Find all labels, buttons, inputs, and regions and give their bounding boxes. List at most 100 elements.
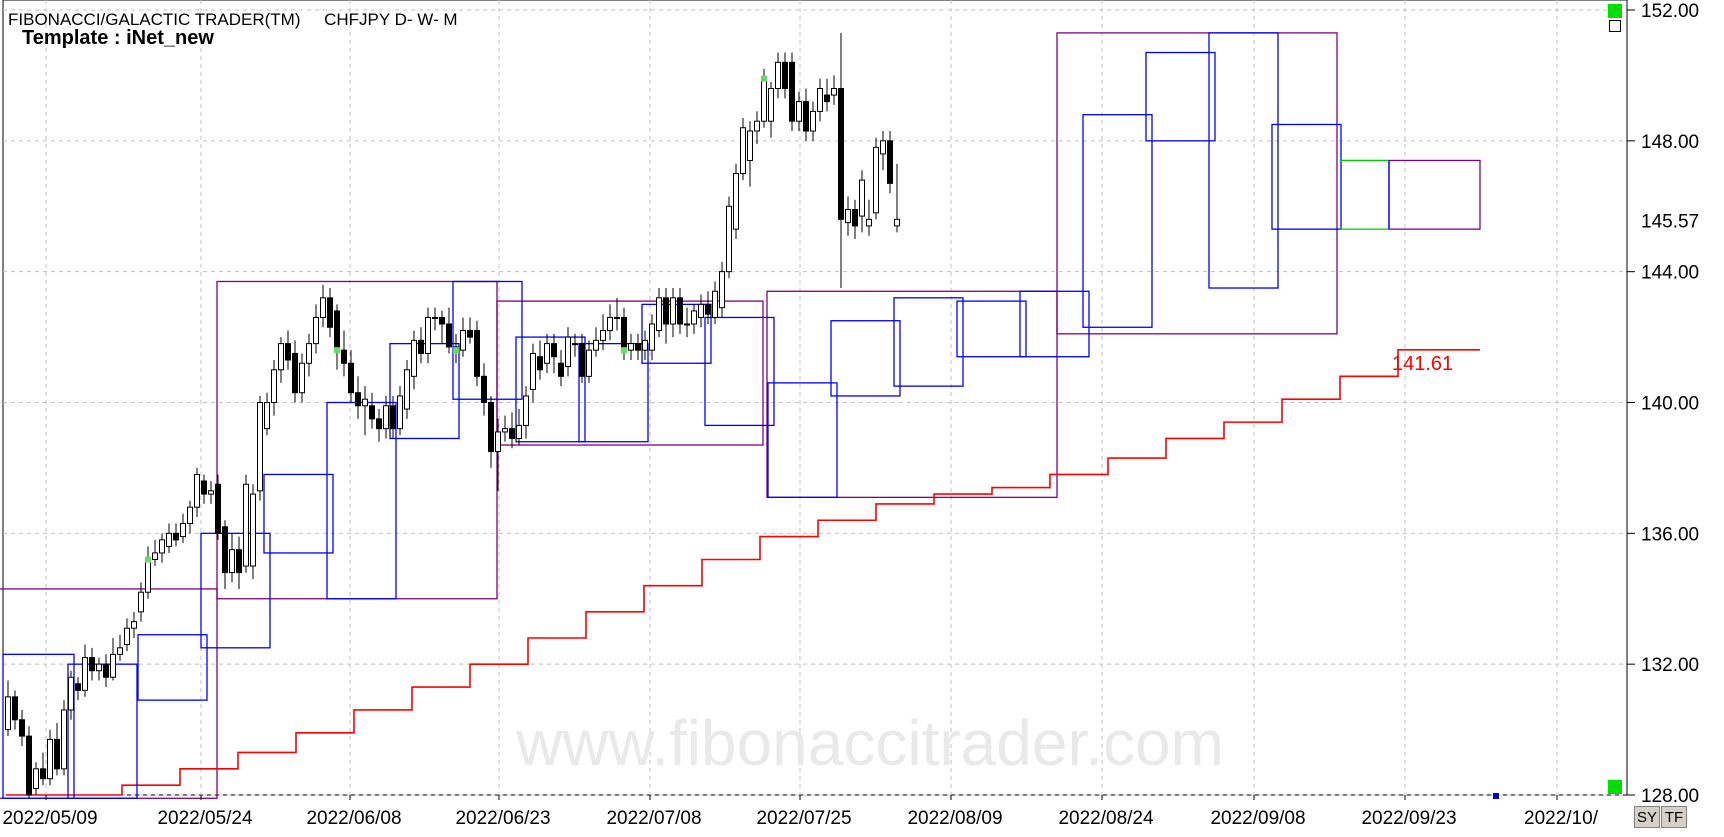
candle-body-up [166,532,172,547]
candle [117,634,123,661]
candle-body-down [537,356,543,371]
candle-body-up [600,330,606,341]
monthly-box [766,290,1058,499]
x-tick-label: 2022/09/23 [1361,808,1456,829]
candle [656,288,662,338]
candle-body-up [264,402,270,430]
candle-body-up [761,78,767,122]
candle-body-up [649,323,655,351]
candle [439,310,445,344]
daily-box [2,653,75,799]
candle [509,412,515,449]
daily-box [1208,32,1279,289]
candle-body-up [5,696,11,731]
tf-button[interactable]: TF [1661,806,1687,828]
candle [12,690,18,730]
candle [649,314,655,360]
candle [775,52,781,99]
candle [768,81,774,138]
symbol-info: CHFJPY D- W- M [324,10,458,29]
candle [19,709,25,746]
candle-body-down [418,339,424,354]
candle [810,101,816,141]
candle [719,261,725,318]
time-cursor-marker [1493,793,1499,799]
x-tick-label: 2022/06/23 [455,808,550,829]
candle [817,78,823,122]
candle-body-up [873,146,879,214]
candle-body-up [194,473,200,508]
candle [208,481,214,504]
candle-body-down [201,480,207,495]
window-control-icon[interactable] [1609,20,1621,32]
candle [327,288,333,338]
candle-body-down [621,316,627,351]
candle-body-up [530,352,536,390]
candle [89,647,95,681]
candle-body-up [397,395,403,430]
candle-body-down [803,101,809,132]
candle-body-down [173,532,179,541]
candle [194,467,200,517]
candle-body-down [12,696,18,721]
candle [635,333,641,360]
daily-box [830,320,901,397]
daily-box [767,382,838,499]
candle-body-up [656,297,662,332]
candle [838,32,844,289]
candle [530,343,536,403]
candle-body-up [733,173,739,230]
candle [586,340,592,383]
candle [740,117,746,181]
candle-body-up [117,647,123,655]
candle [670,288,676,338]
candle-body-down [579,343,585,377]
candle [313,304,319,354]
candle-body-up [187,506,193,525]
candle [390,395,396,439]
candle [614,297,620,331]
candle-body-down [215,483,221,534]
candle [411,330,417,390]
candle [306,333,312,377]
candle-body-down [103,663,109,678]
candle [572,333,578,357]
candle [859,170,865,233]
daily-box [515,336,586,443]
candle-body-up [523,395,529,426]
candle [222,520,228,589]
candle-body-up [754,120,760,132]
candle-body-up [82,657,88,691]
candle-body-up [432,316,438,319]
candle-body-up [138,591,144,613]
daily-box [893,297,964,387]
candle-body-down [852,209,858,227]
candle-body-down [481,375,487,404]
candle [600,314,606,351]
transition-marker [453,347,459,354]
candle [425,307,431,364]
candle [201,474,207,504]
candle-body-up [712,290,718,318]
sy-button[interactable]: SY [1634,806,1660,828]
candle-body-down [474,330,480,377]
candle-body-up [257,402,263,492]
candle-body-up [831,88,837,96]
daily-box [578,342,649,443]
candle-body-down [488,402,494,453]
candle [152,539,158,567]
candle-body-up [250,493,256,567]
candle [61,700,67,776]
candle [824,78,830,112]
bottom-right-status-indicator [1608,780,1622,794]
candle-body-down [376,418,382,430]
candle-body-up [565,336,571,368]
candle [257,395,263,501]
candle [355,376,361,419]
candle [537,340,543,380]
candle-body-up [180,523,186,538]
monthly-box [0,588,218,799]
candle [110,638,116,681]
candle-body-up [845,209,851,224]
candle-body-down [222,526,228,574]
